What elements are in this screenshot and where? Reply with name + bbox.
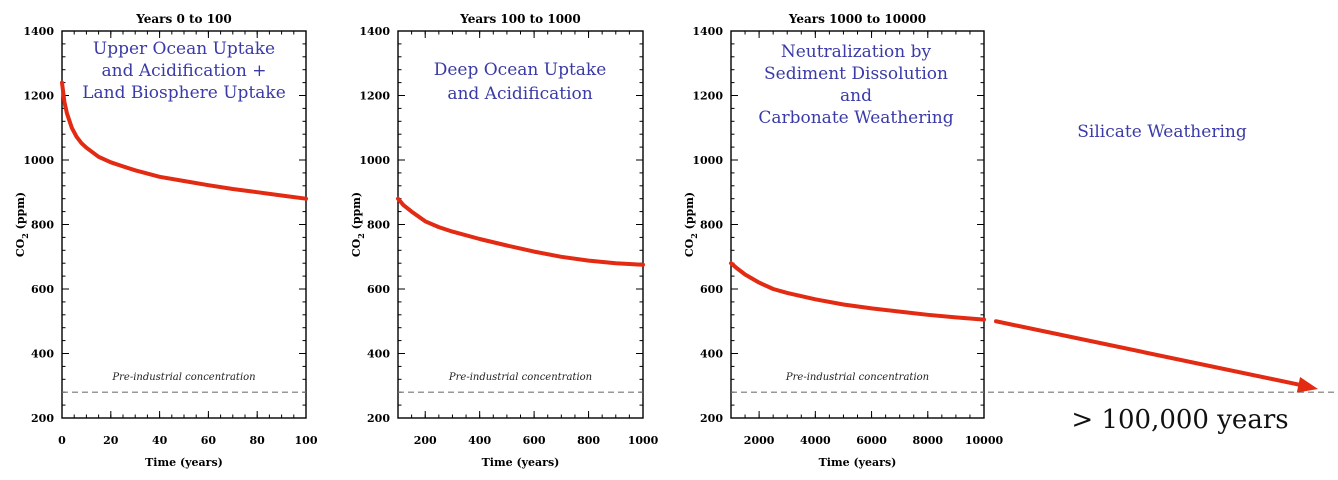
process-annotation: and Acidification + [101,61,266,81]
y-tick-label: 800 [700,219,723,232]
x-tick-label: 800 [577,434,600,447]
series-line [729,261,986,322]
y-tick-label: 1200 [23,90,54,103]
process-annotation: Upper Ocean Uptake [93,39,275,59]
process-annotation: and Acidification [447,84,592,104]
process-annotation: Sediment Dissolution [764,64,948,84]
x-axis-label: Time (years) [819,456,897,469]
y-tick-label: 200 [367,412,390,425]
x-tick-label: 100 [295,434,318,447]
y-tick-label: 1000 [692,154,723,167]
y-axis-label-main: CO [683,238,696,257]
y-tick-label: 1200 [359,90,390,103]
x-tick-label: 400 [468,434,491,447]
chart-title: Years 0 to 100 [135,12,232,26]
y-tick-label: 400 [700,348,723,361]
y-tick-label: 1000 [359,154,390,167]
chart-title: Years 100 to 1000 [459,12,581,26]
y-tick-label: 1400 [692,25,723,38]
chart-title: Years 1000 to 10000 [788,12,926,26]
y-axis-label-unit: (ppm) [350,192,363,233]
x-tick-label: 60 [201,434,217,447]
process-annotation: and [840,86,872,106]
process-annotation: Carbonate Weathering [758,108,953,128]
x-tick-label: 0 [58,434,66,447]
y-tick-label: 600 [700,283,723,296]
y-axis-label: CO2 (ppm) [350,192,366,257]
series-line [396,196,645,267]
chart-panel-2: 200 400 600 800 1000 1200 1400 200 400 600 800 1000… [350,12,659,469]
process-annotation: Land Biosphere Uptake [82,83,286,103]
y-tick-label: 1200 [692,90,723,103]
y-tick-label: 400 [31,348,54,361]
pre-industrial-label: Pre-industrial concentration [785,372,929,383]
y-axis-label-sub: 2 [20,233,30,239]
process-annotation: Neutralization by [781,42,932,62]
chart-panel-3: 200 400 600 800 1000 1200 1400 2000 4000 6000 8000… [683,12,1003,469]
x-tick-label: 4000 [800,434,831,447]
y-axis-label-sub: 2 [689,233,699,239]
y-axis-label-main: CO [14,238,27,257]
y-tick-label: 1000 [23,154,54,167]
x-tick-label: 10000 [965,434,1004,447]
time-scale-label: > 100,000 years [1071,405,1288,435]
y-tick-label: 200 [31,412,54,425]
y-tick-label: 1400 [23,25,54,38]
x-tick-label: 8000 [912,434,943,447]
series-line [60,80,308,201]
silicate-extension: Silicate Weathering > 100,000 years [988,122,1334,435]
y-tick-label: 800 [31,219,54,232]
y-tick-label: 600 [367,283,390,296]
y-axis-label: CO2 (ppm) [683,192,699,257]
x-tick-label: 200 [414,434,437,447]
arrowhead-icon [1296,377,1318,393]
x-tick-label: 20 [103,434,119,447]
x-axis-label: Time (years) [145,456,223,469]
y-tick-label: 200 [700,412,723,425]
silicate-weathering-label: Silicate Weathering [1077,122,1247,142]
x-axis-label: Time (years) [482,456,560,469]
y-tick-label: 400 [367,348,390,361]
x-tick-label: 6000 [856,434,887,447]
y-axis-label-sub: 2 [356,233,366,239]
x-tick-label: 40 [152,434,168,447]
pre-industrial-label: Pre-industrial concentration [111,372,255,383]
x-tick-label: 80 [250,434,266,447]
y-tick-label: 1400 [359,25,390,38]
y-axis-label-unit: (ppm) [14,192,27,233]
y-axis-label: CO2 (ppm) [14,192,30,257]
x-tick-label: 1000 [628,434,659,447]
y-axis-label-main: CO [350,238,363,257]
x-tick-label: 2000 [744,434,775,447]
x-tick-label: 600 [523,434,546,447]
y-tick-label: 800 [367,219,390,232]
extension-arrow-line [994,319,1312,389]
y-tick-label: 600 [31,283,54,296]
pre-industrial-label: Pre-industrial concentration [448,372,592,383]
process-annotation: Deep Ocean Uptake [434,60,607,80]
chart-panel-1: 200 400 600 800 1000 1200 1400 0 20 40 60 80 100 Year… [14,12,318,469]
y-axis-label-unit: (ppm) [683,192,696,233]
